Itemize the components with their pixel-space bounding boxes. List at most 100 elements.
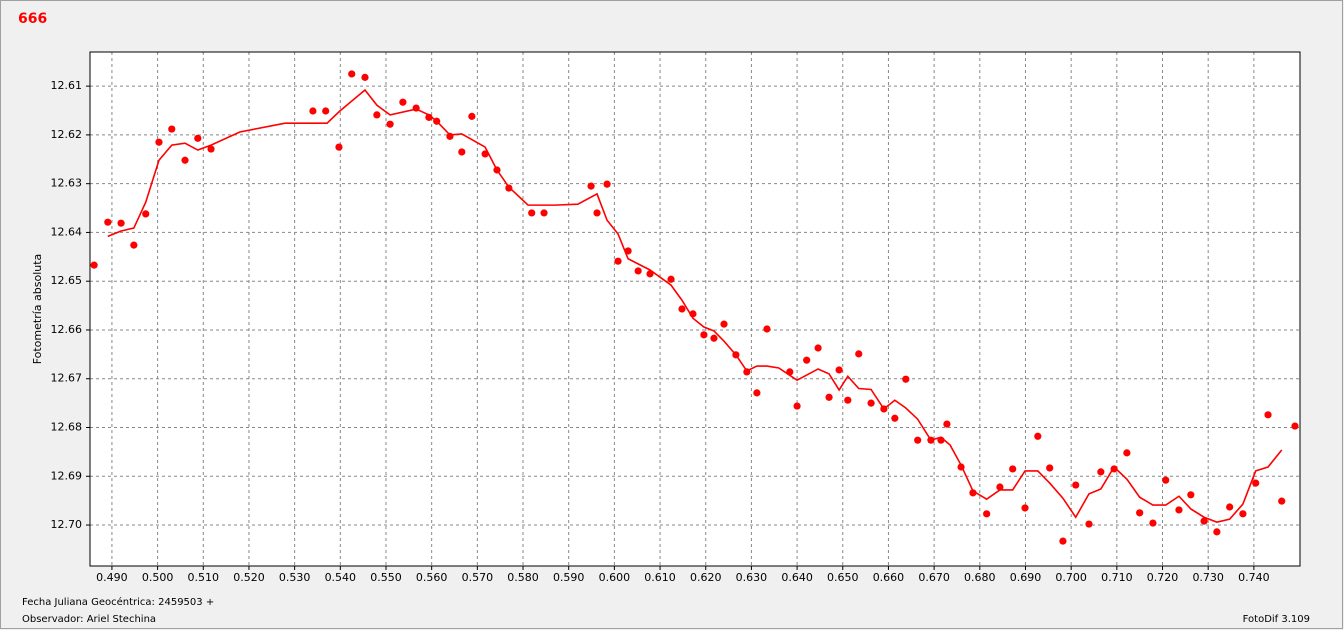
x-tick-label: 0.710 xyxy=(1101,571,1133,584)
y-tick-label: 12.68 xyxy=(51,421,83,434)
data-point xyxy=(155,138,163,146)
data-point xyxy=(1009,465,1017,473)
data-point xyxy=(814,344,822,352)
x-tick-label: 0.530 xyxy=(279,571,311,584)
data-point xyxy=(207,145,215,153)
data-point xyxy=(720,320,728,328)
data-point xyxy=(1239,510,1247,518)
y-tick-label: 12.62 xyxy=(51,128,83,141)
data-point xyxy=(1097,468,1105,476)
data-point xyxy=(614,257,622,265)
data-point xyxy=(1187,491,1195,499)
data-point xyxy=(710,334,718,342)
data-point xyxy=(1123,449,1131,457)
data-point xyxy=(104,218,112,226)
data-point xyxy=(540,209,548,217)
y-tick-label: 12.65 xyxy=(51,274,83,287)
x-tick-label: 0.640 xyxy=(781,571,813,584)
data-point xyxy=(1085,520,1093,528)
data-point xyxy=(142,210,150,218)
data-point xyxy=(1175,506,1183,514)
data-point xyxy=(844,396,852,404)
x-tick-label: 0.670 xyxy=(918,571,950,584)
data-point xyxy=(634,267,642,275)
x-tick-label: 0.490 xyxy=(96,571,128,584)
footer-date: Fecha Juliana Geocéntrica: 2459503 + xyxy=(22,596,214,608)
data-point xyxy=(793,402,801,410)
x-tick-label: 0.580 xyxy=(507,571,539,584)
data-point xyxy=(1149,519,1157,527)
data-point xyxy=(1136,509,1144,517)
data-point xyxy=(1200,517,1208,525)
data-point xyxy=(983,510,991,518)
x-tick-label: 0.660 xyxy=(873,571,905,584)
y-tick-label: 12.64 xyxy=(51,225,83,238)
data-point xyxy=(1059,537,1067,545)
data-point xyxy=(1264,411,1272,419)
footer-version: FotoDif 3.109 xyxy=(1243,614,1310,625)
data-point xyxy=(891,414,899,422)
data-point xyxy=(825,393,833,401)
y-tick-label: 12.61 xyxy=(51,79,83,92)
data-point xyxy=(803,356,811,364)
data-point xyxy=(1291,422,1299,430)
data-point xyxy=(835,366,843,374)
data-point xyxy=(168,125,176,133)
data-point xyxy=(1034,432,1042,440)
data-point xyxy=(1278,497,1286,505)
data-point xyxy=(587,182,595,190)
data-point xyxy=(593,209,601,217)
data-point xyxy=(1162,476,1170,484)
data-point xyxy=(373,111,381,119)
data-point xyxy=(700,331,708,339)
trend-line xyxy=(107,88,1283,523)
footer-observer: Observador: Ariel Stechina xyxy=(22,614,156,625)
data-point xyxy=(468,112,476,120)
data-point xyxy=(386,120,394,128)
x-tick-label: 0.560 xyxy=(416,571,448,584)
x-tick-label: 0.600 xyxy=(599,571,631,584)
x-tick-label: 0.630 xyxy=(736,571,768,584)
x-tick-label: 0.570 xyxy=(462,571,494,584)
y-tick-label: 12.63 xyxy=(51,177,83,190)
data-point xyxy=(902,375,910,383)
data-point xyxy=(943,420,951,428)
data-point xyxy=(181,156,189,164)
x-tick-label: 0.520 xyxy=(233,571,265,584)
data-point xyxy=(678,305,686,313)
x-tick-label: 0.540 xyxy=(325,571,357,584)
x-tick-label: 0.720 xyxy=(1147,571,1179,584)
data-point xyxy=(130,241,138,249)
x-tick-label: 0.730 xyxy=(1192,571,1224,584)
x-tick-label: 0.610 xyxy=(644,571,676,584)
data-point xyxy=(309,107,317,115)
data-point xyxy=(763,325,771,333)
chart-title: 666 xyxy=(18,11,47,27)
data-point xyxy=(399,98,407,106)
data-point xyxy=(1252,479,1260,487)
data-point xyxy=(1021,504,1029,512)
data-point xyxy=(969,489,977,497)
y-tick-label: 12.69 xyxy=(51,469,83,482)
data-point xyxy=(194,134,202,142)
data-point xyxy=(528,209,536,217)
data-point xyxy=(361,73,369,81)
data-point xyxy=(867,399,875,407)
data-point xyxy=(90,261,98,269)
y-tick-label: 12.70 xyxy=(51,518,83,531)
x-tick-label: 0.740 xyxy=(1238,571,1270,584)
x-tick-label: 0.690 xyxy=(1010,571,1042,584)
data-point xyxy=(855,350,863,358)
data-point xyxy=(667,275,675,283)
data-point xyxy=(348,70,356,78)
data-point xyxy=(1072,481,1080,489)
data-point xyxy=(914,436,922,444)
x-tick-label: 0.620 xyxy=(690,571,722,584)
data-point xyxy=(1213,528,1221,536)
plot-border xyxy=(89,51,1301,567)
y-tick-label: 12.67 xyxy=(51,372,83,385)
data-point xyxy=(322,107,330,115)
data-point xyxy=(753,389,761,397)
data-point xyxy=(458,148,466,156)
